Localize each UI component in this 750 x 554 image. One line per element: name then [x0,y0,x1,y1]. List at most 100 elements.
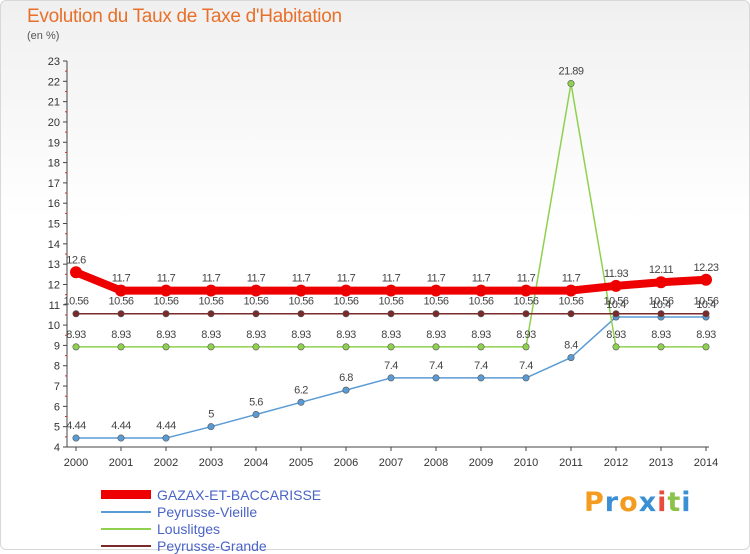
data-label: 4.44 [66,420,86,432]
y-tick-label: 13 [48,259,60,271]
y-tick-label: 8 [54,361,60,373]
legend-item: Peyrusse-Grande [101,537,321,554]
data-point [565,284,577,297]
data-label: 10.56 [468,296,493,308]
data-point [567,80,575,88]
y-axis-unit: (en %) [27,30,60,42]
legend-item: Peyrusse-Vieille [101,503,321,520]
y-tick-label: 9 [54,340,60,352]
data-point [702,343,710,351]
proxiti-logo: Proxiti [584,487,692,518]
data-point [162,310,170,318]
data-point [522,310,530,318]
legend-swatch [101,490,151,499]
y-tick-label: 15 [48,219,60,231]
data-label: 10.56 [693,296,718,308]
data-label: 10.56 [243,296,268,308]
chart-legend: GAZAX-ET-BACCARISSE Peyrusse-Vieille Lou… [101,486,321,554]
data-point [342,343,350,351]
data-label: 8.93 [156,329,176,341]
data-point [297,343,305,351]
data-label: 8.4 [564,340,578,352]
data-label: 6.8 [339,372,353,384]
data-label: 6.2 [294,384,308,396]
x-tick-label: 2010 [514,457,538,469]
data-point [115,284,127,297]
legend-swatch [101,544,151,547]
data-label: 8.93 [606,329,626,341]
data-point [205,284,217,297]
data-label: 8.93 [471,329,491,341]
data-point [430,284,442,297]
data-label: 7.4 [519,360,533,372]
data-point [477,343,485,351]
data-point [522,374,530,382]
data-point [477,310,485,318]
data-point [207,423,215,431]
y-tick-label: 16 [48,198,60,210]
y-tick-label: 22 [48,76,60,88]
data-label: 21.89 [558,66,583,78]
data-point [385,284,397,297]
data-label: 11.93 [604,268,629,280]
data-point [342,386,350,394]
logo-letter: i [681,487,692,518]
data-point [342,310,350,318]
data-label: 11.7 [247,273,266,285]
data-label: 10.56 [153,296,178,308]
data-label: 10.56 [378,296,403,308]
data-point [610,279,622,292]
data-point [522,343,530,351]
y-tick-label: 17 [48,178,60,190]
data-label: 8.93 [336,329,356,341]
data-point [252,410,260,418]
data-label: 8.93 [516,329,536,341]
logo-letter: t [667,487,682,518]
data-label: 10.4 [696,299,716,311]
data-point [520,284,532,297]
data-point [475,284,487,297]
data-point [567,310,575,318]
logo-letter: P [584,487,605,518]
data-label: 11.7 [157,273,176,285]
data-point [162,434,170,442]
x-tick-label: 2000 [64,457,88,469]
y-tick-label: 21 [48,97,60,109]
data-point [340,284,352,297]
data-label: 12.23 [693,262,718,274]
data-point [567,354,575,362]
data-label: 11.7 [292,273,311,285]
data-label: 11.7 [202,273,221,285]
x-tick-label: 2006 [334,457,358,469]
data-label: 7.4 [429,360,443,372]
data-point [477,374,485,382]
data-point [612,343,620,351]
data-label: 10.56 [108,296,133,308]
data-label: 8.93 [201,329,221,341]
data-label: 8.93 [426,329,446,341]
y-tick-label: 4 [54,442,60,454]
data-point [207,343,215,351]
logo-letter: x [638,487,658,518]
legend-swatch [101,527,151,530]
logo-letter: i [657,487,668,518]
data-point [162,343,170,351]
data-label: 8.93 [246,329,266,341]
data-point [70,266,82,279]
data-point [72,310,80,318]
data-label: 11.7 [472,273,491,285]
x-tick-label: 2012 [604,457,628,469]
x-tick-label: 2008 [424,457,448,469]
data-point [655,276,667,289]
data-point [700,273,712,286]
data-point [432,310,440,318]
data-point [117,310,125,318]
y-tick-label: 23 [48,56,60,68]
y-tick-label: 12 [48,279,60,291]
x-tick-label: 2005 [289,457,313,469]
y-tick-label: 11 [49,300,60,312]
data-point [117,434,125,442]
data-label: 10.56 [423,296,448,308]
x-tick-label: 2009 [469,457,493,469]
